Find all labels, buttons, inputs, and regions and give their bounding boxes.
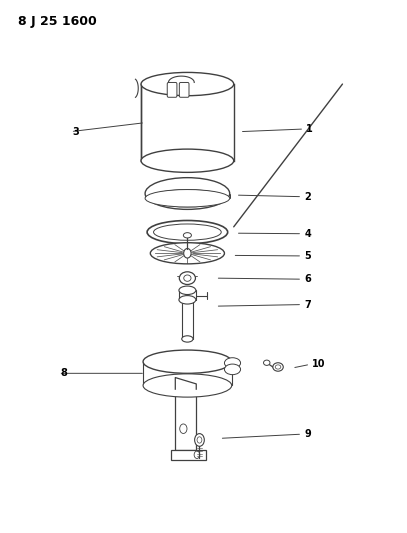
Ellipse shape: [182, 336, 193, 342]
Ellipse shape: [224, 364, 241, 375]
Bar: [175, 389, 196, 450]
Text: 7: 7: [304, 300, 311, 310]
FancyBboxPatch shape: [167, 83, 177, 98]
Ellipse shape: [145, 177, 230, 209]
Ellipse shape: [141, 72, 234, 96]
Text: 8 J 25 1600: 8 J 25 1600: [18, 15, 97, 28]
Ellipse shape: [179, 272, 195, 285]
Text: 2: 2: [304, 192, 311, 201]
Ellipse shape: [184, 233, 191, 238]
Text: 1: 1: [306, 124, 313, 134]
Ellipse shape: [143, 350, 232, 373]
Text: 8: 8: [61, 368, 68, 378]
Ellipse shape: [179, 286, 196, 295]
Ellipse shape: [145, 190, 230, 207]
Ellipse shape: [141, 149, 234, 172]
Ellipse shape: [263, 360, 270, 366]
FancyBboxPatch shape: [179, 83, 189, 98]
Text: 10: 10: [312, 359, 326, 369]
Text: 5: 5: [304, 251, 311, 261]
Ellipse shape: [224, 358, 241, 368]
Ellipse shape: [143, 374, 232, 397]
Ellipse shape: [147, 221, 228, 244]
Text: 4: 4: [304, 229, 311, 239]
Ellipse shape: [195, 434, 204, 446]
Bar: [171, 450, 206, 459]
Polygon shape: [175, 377, 196, 389]
Ellipse shape: [150, 243, 224, 264]
Text: 9: 9: [304, 429, 311, 439]
Ellipse shape: [184, 248, 191, 258]
Text: 6: 6: [304, 274, 311, 284]
Ellipse shape: [179, 296, 196, 304]
Text: 3: 3: [72, 127, 79, 136]
Ellipse shape: [273, 363, 283, 371]
